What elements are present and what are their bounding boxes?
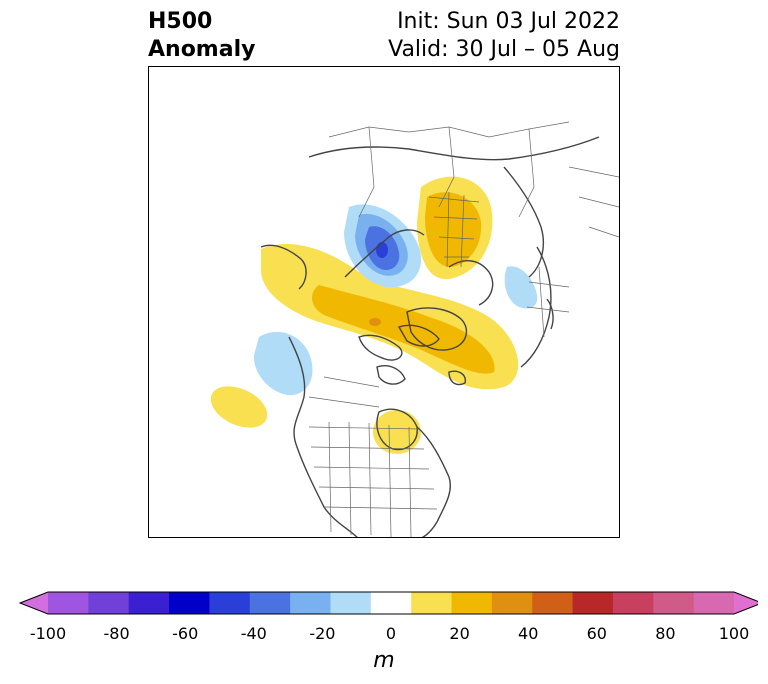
colorbar-cell	[290, 592, 331, 614]
colorbar-tick-label: -20	[309, 624, 336, 643]
colorbar-cell	[48, 592, 89, 614]
colorbar-cell	[209, 592, 251, 614]
valid-range: Valid: 30 Jul – 05 Aug	[388, 37, 620, 62]
colorbar-right-extend	[734, 592, 758, 614]
coastlines	[260, 136, 600, 537]
colorbar-tick-label: 0	[385, 624, 397, 643]
colorbar-outline	[18, 591, 758, 615]
map-svg	[210, 121, 619, 537]
colorbar-cell	[411, 592, 453, 614]
colorbar-left-extend	[20, 592, 48, 614]
positive-anomaly-hudson-bay	[373, 410, 421, 454]
colorbar-cell	[532, 592, 574, 614]
colorbar-tick-label: 80	[655, 624, 676, 643]
anomaly-fills	[210, 176, 538, 454]
colorbar-cell	[88, 592, 130, 614]
colorbar-cell	[370, 592, 412, 614]
title-line-2: Anomaly	[148, 37, 256, 62]
colorbar-unit: m	[373, 648, 395, 673]
colorbar-tick-label: 20	[449, 624, 470, 643]
colorbar-tick-label: 100	[718, 624, 750, 643]
negative-anomaly-east-asia	[504, 266, 538, 309]
colorbar-tick-label: -100	[29, 624, 67, 643]
negative-anomaly-greenland-peak	[376, 242, 388, 258]
country-borders	[308, 121, 619, 537]
positive-anomaly-arctic-band-core	[312, 285, 495, 374]
date-info: Init: Sun 03 Jul 2022 Valid: 30 Jul – 05…	[388, 8, 620, 64]
colorbar	[18, 591, 758, 615]
title-line-1: H500	[148, 9, 213, 34]
map-title: H500 Anomaly	[148, 8, 255, 64]
colorbar-cell	[572, 592, 614, 614]
colorbar-tick-label: 60	[586, 624, 607, 643]
colorbar-cell	[330, 592, 372, 614]
colorbar-cell	[693, 592, 735, 614]
colorbar-cell	[653, 592, 695, 614]
colorbar-cell	[451, 592, 493, 614]
negative-anomaly-north-pacific	[253, 331, 313, 396]
colorbar-tick-label: -60	[172, 624, 199, 643]
colorbar-cell	[169, 592, 210, 614]
colorbar-cells	[48, 592, 735, 614]
colorbar-tick-label: -80	[103, 624, 130, 643]
positive-anomaly-arctic-peak	[369, 318, 381, 326]
positive-anomaly-gulf-alaska	[210, 386, 268, 428]
colorbar-cell	[249, 592, 291, 614]
colorbar-tick-label: 40	[518, 624, 539, 643]
colorbar-cell	[128, 592, 170, 614]
positive-anomaly-siberia-core	[425, 192, 482, 267]
init-date: Init: Sun 03 Jul 2022	[397, 9, 620, 34]
colorbar-tick-label: -40	[240, 624, 267, 643]
colorbar-cell	[612, 592, 654, 614]
map-panel	[148, 66, 620, 538]
colorbar-cell	[491, 592, 533, 614]
